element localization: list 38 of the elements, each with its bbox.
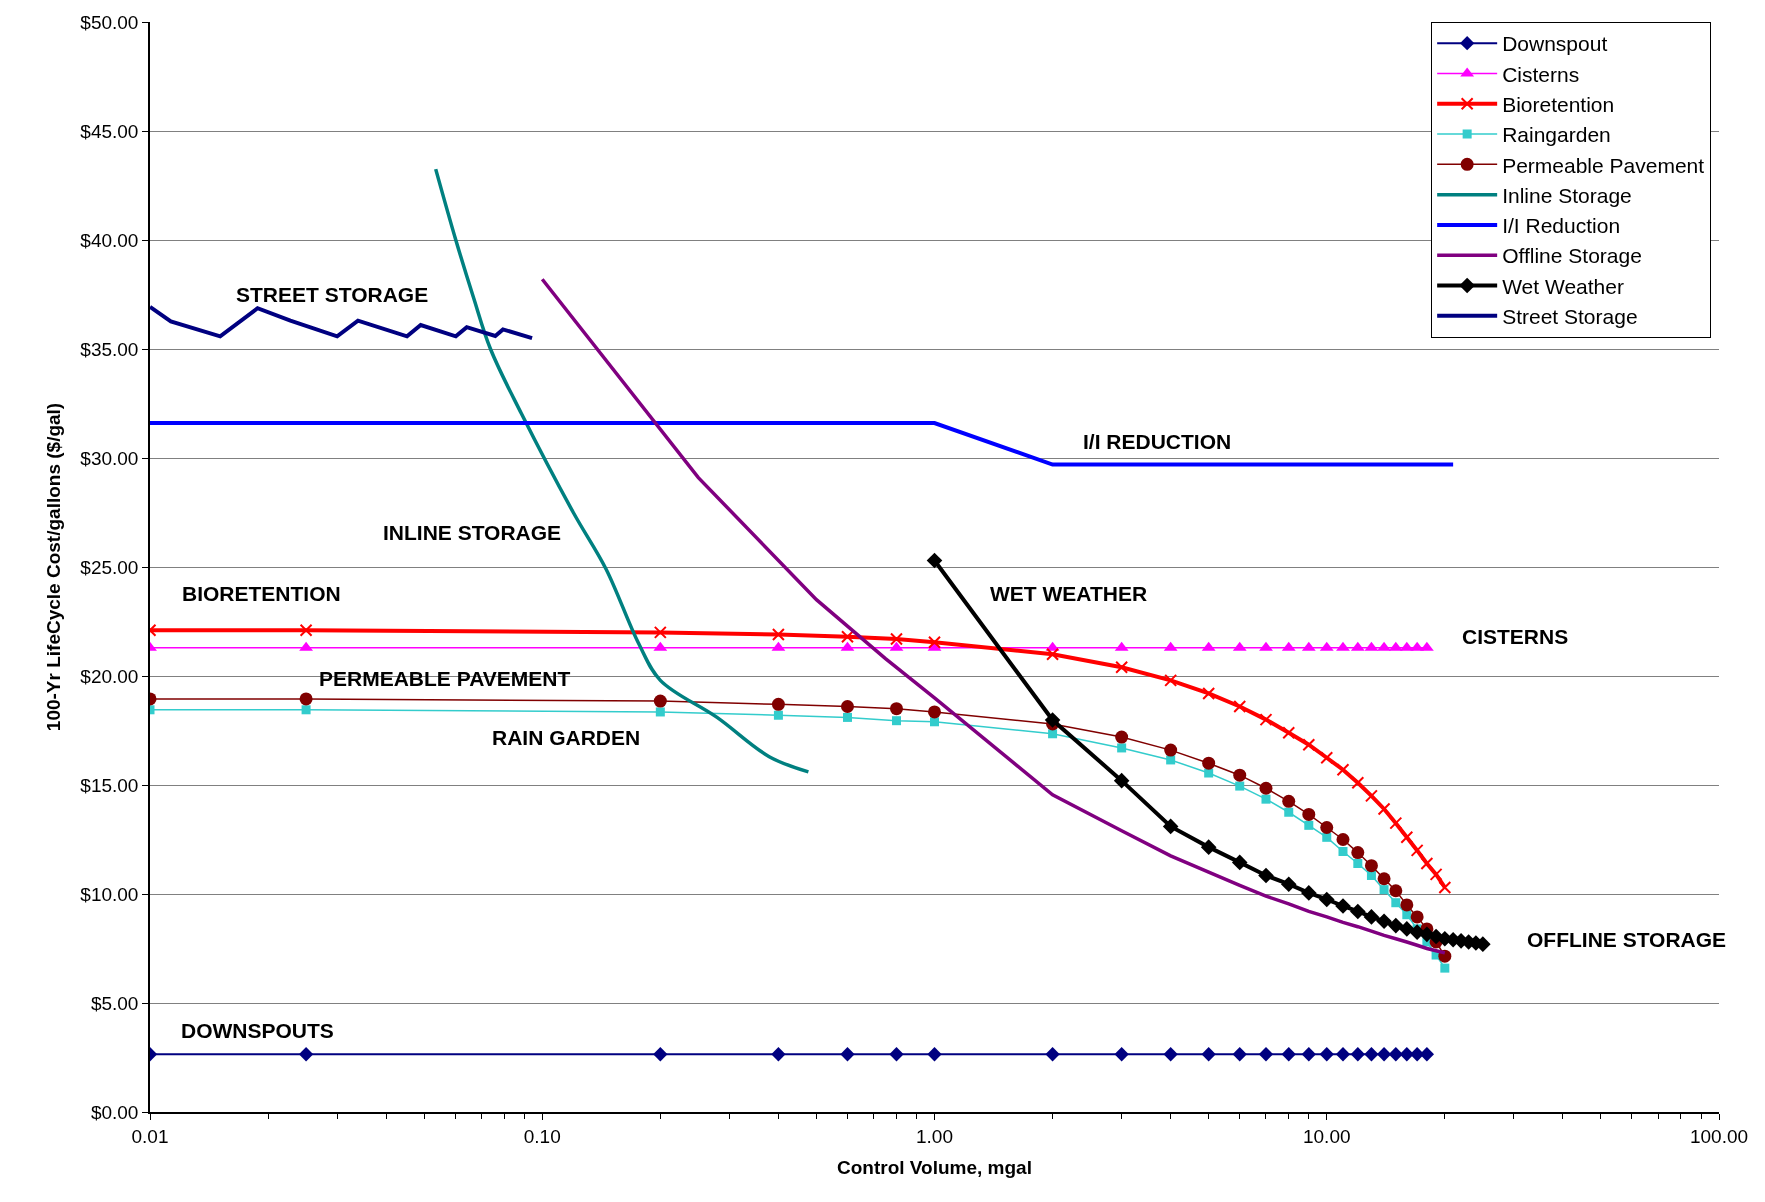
legend-label: Inline Storage [1502, 183, 1632, 207]
legend-label: Downspout [1502, 32, 1608, 56]
y-tick-label: $50.00 [80, 11, 139, 33]
annotation: I/I REDUCTION [1083, 430, 1232, 453]
x-tick-label: 10.00 [1302, 1125, 1351, 1147]
annotation: WET WEATHER [990, 582, 1148, 605]
x-tick-label: 0.10 [523, 1125, 561, 1147]
legend-label: Offline Storage [1502, 244, 1642, 268]
annotation: RAIN GARDEN [492, 726, 641, 749]
x-tick-label: 0.01 [131, 1125, 169, 1147]
x-axis-title: Control Volume, mgal [837, 1156, 1032, 1178]
y-tick-label: $40.00 [80, 229, 139, 251]
y-tick-label: $35.00 [80, 338, 139, 360]
legend-label: Bioretention [1502, 92, 1615, 116]
legend-label: Cisterns [1502, 62, 1580, 86]
y-tick-label: $15.00 [80, 774, 139, 796]
annotation: INLINE STORAGE [383, 521, 562, 544]
y-tick-label: $25.00 [80, 556, 139, 578]
legend-label: Permeable Pavement [1502, 153, 1705, 177]
y-tick-label: $10.00 [80, 883, 139, 905]
y-tick-label: $20.00 [80, 665, 139, 687]
legend-label: Street Storage [1502, 305, 1638, 329]
y-tick-label: $0.00 [90, 1101, 139, 1123]
annotation: BIORETENTION [182, 582, 341, 605]
annotation: PERMEABLE PAVEMENT [319, 667, 571, 690]
annotation: OFFLINE STORAGE [1527, 928, 1727, 951]
annotation: CISTERNS [1462, 625, 1569, 648]
annotation: DOWNSPOUTS [181, 1019, 334, 1042]
x-tick-label: 1.00 [916, 1125, 953, 1147]
y-tick-label: $5.00 [90, 992, 139, 1014]
y-tick-label: $45.00 [80, 120, 139, 142]
legend-label: Wet Weather [1502, 274, 1624, 298]
y-axis-title: 100-Yr LifeCycle Cost/gallons ($/gal) [42, 402, 64, 732]
legend-label: Raingarden [1502, 123, 1611, 147]
x-tick-label: 100.00 [1689, 1125, 1749, 1147]
legend-label: I/I Reduction [1502, 214, 1621, 238]
y-tick-label: $30.00 [80, 447, 139, 469]
annotation: STREET STORAGE [236, 283, 429, 306]
